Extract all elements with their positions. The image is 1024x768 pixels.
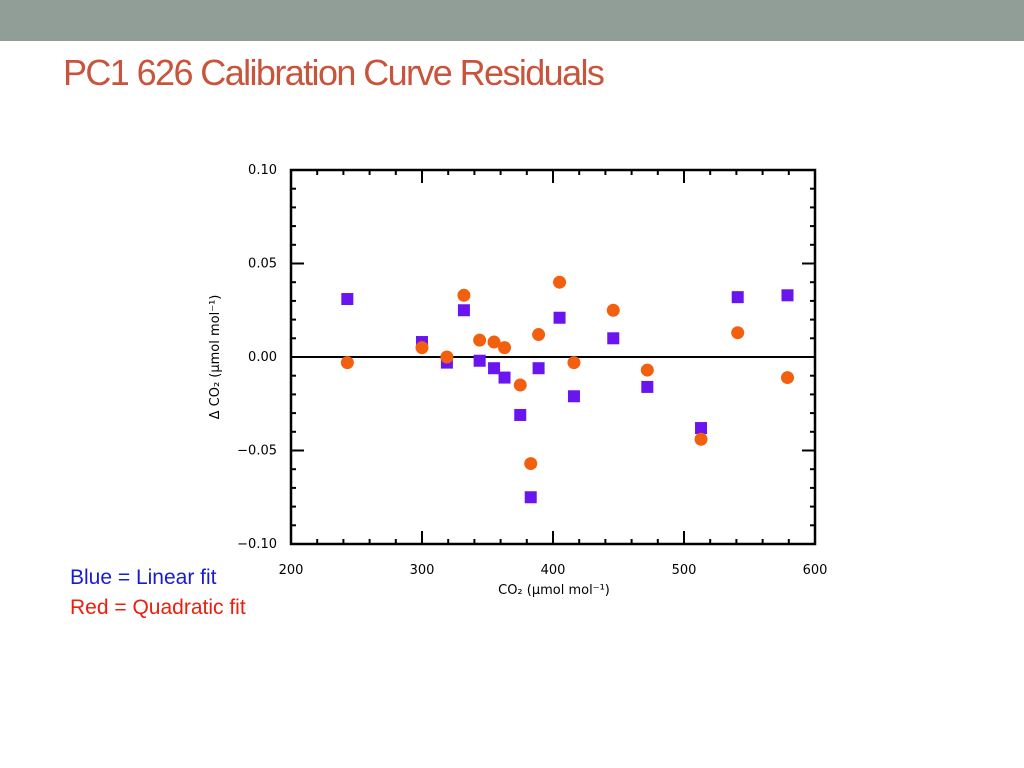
linear-fit-residual-point (731, 291, 744, 304)
y-tick-label: −0.05 (237, 444, 277, 459)
y-axis-label: Δ CO₂ (μmol mol⁻¹) (208, 295, 223, 420)
quadratic-fit-residual-point (694, 432, 708, 446)
y-tick-label: −0.10 (237, 537, 277, 552)
y-tick-label: 0.10 (248, 163, 277, 178)
quadratic-fit-residual-point (498, 341, 512, 355)
quadratic-fit-residual-point (567, 356, 581, 370)
quadratic-fit-residual-point (606, 303, 620, 317)
linear-fit-residual-point (514, 408, 527, 421)
quadratic-fit-residual-point (532, 328, 546, 342)
y-tick-label: 0.00 (248, 350, 277, 365)
linear-fit-residual-point (524, 491, 537, 504)
quadratic-fit-residual-point (440, 350, 454, 364)
quadratic-fit-residual-point (524, 457, 538, 471)
quadratic-fit-residual-point (640, 363, 654, 377)
top-bar (0, 0, 1024, 41)
quadratic-fit-residual-point (553, 275, 567, 289)
x-tick-label: 200 (279, 563, 304, 578)
linear-fit-residual-point (553, 311, 566, 324)
quadratic-fit-residual-point (513, 378, 527, 392)
quadratic-fit-residual-point (457, 288, 471, 302)
quadratic-fit-residual-point (780, 371, 794, 385)
x-tick-label: 600 (803, 563, 828, 578)
legend-quadratic-fit: Red = Quadratic fit (70, 596, 246, 619)
linear-fit-residual-point (695, 422, 708, 435)
y-tick-label: 0.05 (248, 257, 277, 272)
linear-fit-residual-point (498, 371, 511, 384)
linear-fit-residual-point (641, 380, 654, 393)
linear-fit-residual-point (781, 289, 794, 302)
x-axis-label: CO₂ (μmol mol⁻¹) (498, 583, 610, 598)
linear-fit-residual-point (473, 354, 486, 367)
linear-fit-residual-point (567, 390, 580, 403)
quadratic-fit-residual-point (487, 335, 501, 349)
linear-fit-residual-point (488, 362, 501, 375)
x-tick-label: 400 (541, 563, 566, 578)
x-tick-label: 500 (672, 563, 697, 578)
slide-title: PC1 626 Calibration Curve Residuals (63, 52, 605, 93)
linear-fit-residual-point (607, 332, 620, 345)
quadratic-fit-residual-point (415, 341, 429, 355)
series-2 (340, 275, 794, 471)
fit-legend-note: Blue = Linear fit Red = Quadratic fit (70, 563, 246, 623)
legend-linear-fit: Blue = Linear fit (70, 566, 217, 589)
linear-fit-residual-point (532, 362, 545, 375)
quadratic-fit-residual-point (731, 326, 745, 340)
linear-fit-residual-point (341, 293, 354, 306)
linear-fit-residual-point (457, 304, 470, 317)
quadratic-fit-residual-point (473, 333, 487, 347)
x-tick-label: 300 (410, 563, 435, 578)
series-1 (341, 289, 794, 504)
quadratic-fit-residual-point (340, 356, 354, 370)
